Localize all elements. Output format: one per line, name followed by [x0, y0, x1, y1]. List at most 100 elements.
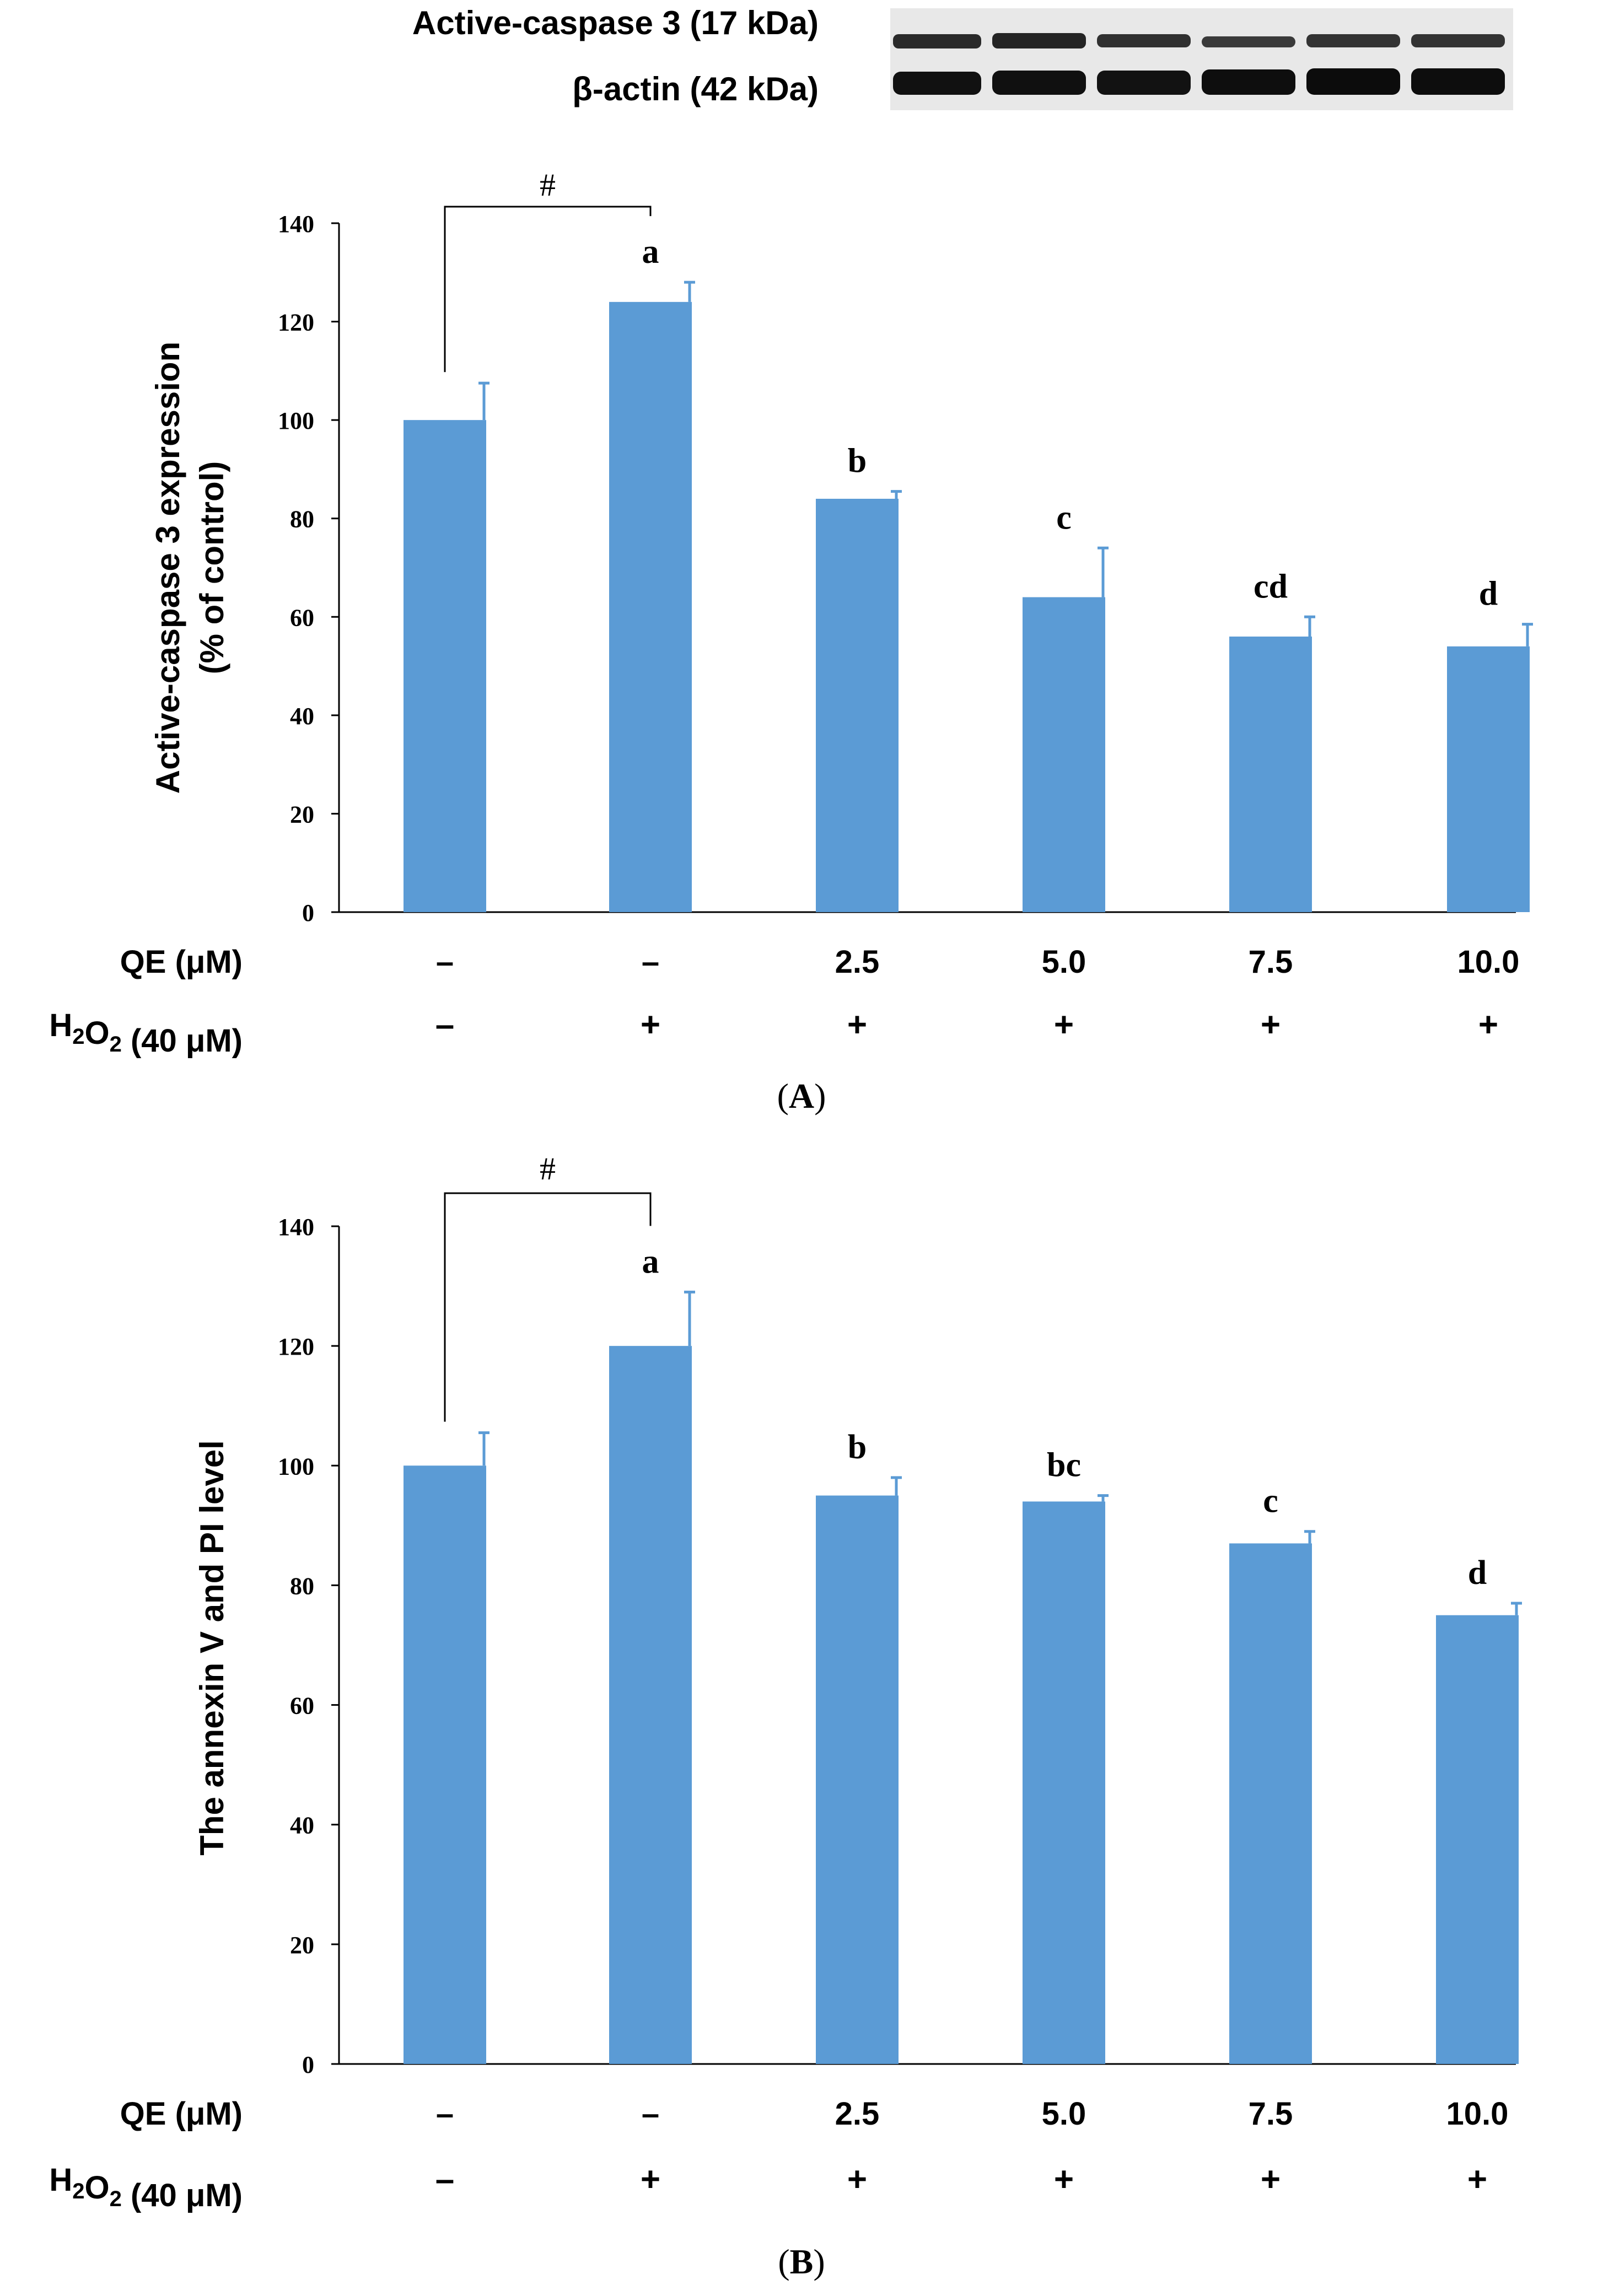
h2o2-value: + — [1261, 2160, 1281, 2198]
band — [1097, 71, 1191, 95]
bar — [1023, 597, 1105, 912]
qe-value: 10.0 — [1446, 2096, 1509, 2132]
y-tick-label: 60 — [290, 604, 314, 631]
qe-row-label: QE (μM) — [120, 944, 243, 980]
chart-panel-a: 0 20 40 60 80 100 120 140 Active-caspase 3 expre… — [49, 167, 1533, 1115]
h2o2-value: + — [641, 1006, 660, 1044]
panel-letter: B — [790, 2242, 814, 2281]
y-axis-title: The annexin V and PI level — [193, 1440, 230, 1856]
blot-label-actin: β-actin (42 kDa) — [572, 71, 819, 107]
y-tick-label: 0 — [302, 2051, 314, 2078]
significance-hash: # — [540, 1151, 556, 1187]
significance-letter: d — [1468, 1554, 1487, 1592]
qe-value: – — [436, 944, 454, 980]
significance-letter: c — [1056, 499, 1072, 536]
qe-value: – — [436, 2096, 454, 2132]
qe-value: – — [642, 2096, 659, 2132]
panel-letter: A — [789, 1076, 814, 1115]
qe-value: 10.0 — [1457, 944, 1520, 980]
bar — [1447, 646, 1530, 912]
y-tick-label: 120 — [278, 309, 314, 336]
panel-label: (A) — [777, 1076, 826, 1115]
y-tick-label: 120 — [278, 1333, 314, 1360]
h2o2-value: + — [847, 2160, 867, 2198]
band — [893, 34, 981, 48]
panel-label: (B) — [778, 2242, 825, 2281]
qe-row-label: QE (μM) — [120, 2096, 243, 2132]
significance-letter: b — [848, 443, 867, 480]
significance-letter: c — [1263, 1483, 1278, 1520]
significance-letter: d — [1479, 575, 1498, 613]
band — [1306, 68, 1400, 95]
h2o2-subscript: 2 — [110, 2187, 122, 2211]
h2o2-text: O — [84, 2170, 109, 2206]
band — [1411, 34, 1505, 47]
qe-value: 2.5 — [835, 944, 880, 980]
bar — [609, 301, 692, 912]
significance-letter: a — [642, 1243, 659, 1280]
y-axis-title: Active-caspase 3 expression — [149, 342, 186, 794]
h2o2-text: (40 μM) — [122, 2178, 243, 2213]
h2o2-row-label: H2O2 (40 μM) — [49, 2162, 243, 2213]
h2o2-value: + — [641, 2160, 660, 2198]
band — [1306, 34, 1400, 47]
significance-hash: # — [540, 167, 556, 203]
y-axis-title: (% of control) — [193, 461, 230, 675]
bar — [816, 1495, 899, 2064]
actin-bands — [893, 68, 1505, 95]
y-tick-label: 60 — [290, 1693, 314, 1720]
band — [893, 72, 981, 95]
bar — [1436, 1615, 1519, 2064]
qe-value: 5.0 — [1042, 2096, 1086, 2132]
significance-letter: bc — [1047, 1447, 1081, 1484]
bar — [1023, 1501, 1105, 2064]
h2o2-subscript: 2 — [110, 1032, 122, 1057]
band — [1411, 68, 1505, 95]
western-blot: Active-caspase 3 (17 kDa) β-actin (42 kD… — [412, 4, 1513, 110]
qe-value: 7.5 — [1249, 944, 1293, 980]
h2o2-value: + — [847, 1006, 867, 1044]
blot-membrane — [890, 8, 1513, 110]
qe-value: 7.5 — [1249, 2096, 1293, 2132]
y-tick-label: 80 — [290, 506, 314, 533]
panel-paren-close: ) — [813, 2242, 825, 2281]
h2o2-row-label: H2O2 (40 μM) — [49, 1007, 243, 1059]
significance-bracket — [444, 1192, 652, 1422]
y-tick-label: 40 — [290, 1812, 314, 1839]
qe-value: 2.5 — [835, 2096, 880, 2132]
band — [992, 33, 1086, 48]
chart-panel-b: 0 20 40 60 80 100 120 140 The annexin V and PI l… — [49, 1151, 1522, 2281]
h2o2-subscript: 2 — [72, 1025, 84, 1049]
y-tick-label: 140 — [278, 211, 314, 238]
y-tick-label: 0 — [302, 899, 314, 926]
bar — [816, 499, 899, 912]
h2o2-value: + — [1054, 2160, 1074, 2198]
y-tick-label: 80 — [290, 1572, 314, 1599]
bar — [1229, 637, 1312, 912]
bar — [404, 1465, 486, 2064]
bar — [1229, 1543, 1312, 2064]
band — [1202, 36, 1295, 47]
bar — [404, 420, 486, 912]
band — [1097, 34, 1191, 47]
h2o2-value: – — [435, 1006, 454, 1044]
panel-paren-open: ( — [778, 2242, 789, 2281]
h2o2-value: + — [1054, 1006, 1074, 1044]
h2o2-value: + — [1478, 1006, 1498, 1044]
h2o2-text: H — [49, 2162, 72, 2198]
y-tick-label: 40 — [290, 703, 314, 730]
qe-value: 5.0 — [1042, 944, 1086, 980]
h2o2-value: – — [435, 2160, 454, 2198]
h2o2-value: + — [1467, 2160, 1487, 2198]
significance-letter: b — [848, 1429, 867, 1466]
caspase-bands — [893, 33, 1505, 48]
h2o2-subscript: 2 — [72, 2179, 84, 2203]
y-tick-label: 100 — [278, 1453, 314, 1480]
bar — [609, 1346, 692, 2064]
band — [1202, 69, 1295, 95]
significance-letter: cd — [1254, 568, 1288, 605]
significance-letter: a — [642, 233, 659, 271]
y-tick-label: 140 — [278, 1214, 314, 1241]
h2o2-text: O — [84, 1015, 109, 1051]
